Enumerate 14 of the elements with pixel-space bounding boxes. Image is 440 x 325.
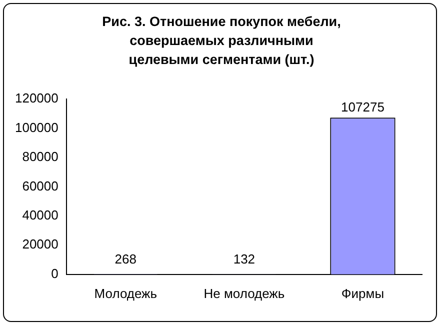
x-tick-label: Молодежь bbox=[94, 286, 158, 301]
data-label: 107275 bbox=[341, 100, 384, 115]
y-tick-label: 20000 bbox=[22, 236, 58, 252]
y-tick-label: 0 bbox=[51, 266, 58, 281]
y-tick-label: 80000 bbox=[22, 149, 58, 164]
x-tick-label: Не молодежь bbox=[204, 286, 285, 301]
data-label: 268 bbox=[114, 251, 136, 266]
y-tick-label: 60000 bbox=[22, 178, 58, 194]
chart-title: Рис. 3. Отношение покупок мебели, совершаемых различными целевыми сегментами (шт.) bbox=[101, 13, 342, 69]
data-label: 132 bbox=[233, 251, 256, 266]
y-tick-label: 40000 bbox=[22, 208, 58, 223]
y-tick-label: 100000 bbox=[14, 120, 58, 135]
x-tick-label: Фирмы bbox=[341, 286, 384, 301]
y-tick-label: 120000 bbox=[14, 90, 58, 106]
